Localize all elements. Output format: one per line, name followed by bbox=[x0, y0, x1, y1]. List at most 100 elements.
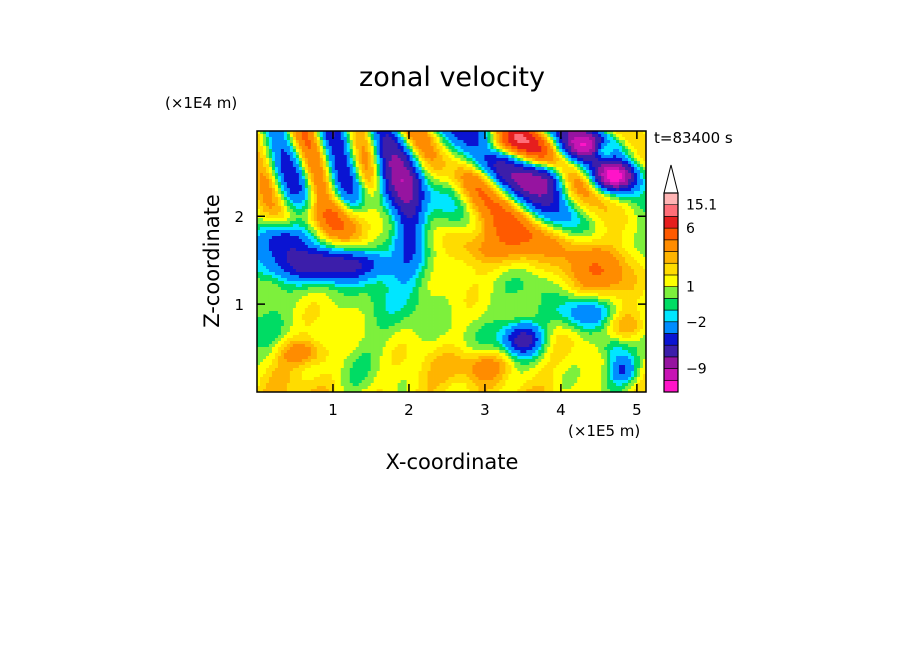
heatmap-cell bbox=[634, 167, 638, 171]
heatmap-cell bbox=[487, 149, 491, 153]
heatmap-cell bbox=[262, 194, 267, 198]
heatmap-cell bbox=[589, 146, 593, 150]
heatmap-cell bbox=[532, 200, 536, 204]
heatmap-cell bbox=[562, 206, 566, 210]
heatmap-cell bbox=[583, 146, 587, 150]
heatmap-cell bbox=[523, 170, 527, 174]
heatmap-cell bbox=[448, 179, 452, 183]
heatmap-cell bbox=[631, 188, 635, 192]
heatmap-cell bbox=[523, 143, 527, 147]
heatmap-cell bbox=[295, 179, 300, 183]
heatmap-cell bbox=[574, 143, 578, 147]
heatmap-cell bbox=[433, 152, 437, 156]
heatmap-cell bbox=[394, 170, 399, 174]
heatmap-cell bbox=[565, 161, 569, 165]
heatmap-cell bbox=[586, 194, 590, 198]
heatmap-cell bbox=[328, 194, 333, 198]
heatmap-cell bbox=[532, 152, 536, 156]
heatmap-cell bbox=[265, 236, 270, 240]
heatmap-cell bbox=[610, 185, 614, 189]
heatmap-cell bbox=[373, 221, 378, 225]
heatmap-cell bbox=[394, 188, 399, 192]
heatmap-cell bbox=[424, 158, 428, 162]
heatmap-cell bbox=[610, 191, 614, 195]
heatmap-cell bbox=[439, 185, 443, 189]
heatmap-cell bbox=[319, 185, 324, 189]
heatmap-cell bbox=[487, 230, 491, 234]
heatmap-cell bbox=[610, 239, 614, 243]
heatmap-cell bbox=[619, 161, 623, 165]
heatmap-cell bbox=[283, 182, 288, 186]
heatmap-cell bbox=[499, 230, 503, 234]
heatmap-cell bbox=[424, 221, 428, 225]
heatmap-cell bbox=[445, 170, 449, 174]
heatmap-cell bbox=[463, 173, 467, 177]
heatmap-cell bbox=[286, 143, 291, 147]
heatmap-cell bbox=[289, 164, 294, 168]
heatmap-cell bbox=[565, 137, 569, 141]
heatmap-cell bbox=[271, 218, 276, 222]
heatmap-cell bbox=[436, 176, 440, 180]
heatmap-cell bbox=[343, 203, 348, 207]
heatmap-cell bbox=[370, 221, 375, 225]
heatmap-cell bbox=[349, 182, 354, 186]
heatmap-cell bbox=[526, 152, 530, 156]
heatmap-cell bbox=[586, 206, 590, 210]
heatmap-cell bbox=[538, 164, 542, 168]
heatmap-cell bbox=[409, 152, 413, 156]
heatmap-cell bbox=[283, 218, 288, 222]
heatmap-cell bbox=[382, 227, 387, 231]
heatmap-cell bbox=[418, 155, 422, 159]
heatmap-cell bbox=[526, 185, 530, 189]
heatmap-cell bbox=[640, 203, 644, 207]
heatmap-cell bbox=[571, 239, 575, 243]
heatmap-cell bbox=[307, 218, 312, 222]
heatmap-cell bbox=[340, 179, 345, 183]
heatmap-cell bbox=[556, 242, 560, 246]
heatmap-cell bbox=[490, 227, 494, 231]
heatmap-cell bbox=[319, 224, 324, 228]
heatmap-cell bbox=[391, 209, 396, 213]
heatmap-cell bbox=[304, 158, 309, 162]
heatmap-cell bbox=[394, 191, 399, 195]
heatmap-cell bbox=[496, 158, 500, 162]
heatmap-cell bbox=[556, 167, 560, 171]
heatmap-cell bbox=[514, 134, 518, 138]
heatmap-cell bbox=[529, 182, 533, 186]
heatmap-cell bbox=[466, 137, 470, 141]
heatmap-cell bbox=[526, 134, 530, 138]
heatmap-cell bbox=[577, 134, 581, 138]
heatmap-cell bbox=[397, 203, 402, 207]
heatmap-cell bbox=[451, 212, 455, 216]
heatmap-cell bbox=[508, 188, 512, 192]
heatmap-cell bbox=[643, 152, 646, 156]
heatmap-cell bbox=[283, 212, 288, 216]
heatmap-cell bbox=[400, 191, 405, 195]
heatmap-cell bbox=[607, 167, 611, 171]
heatmap-cell bbox=[463, 230, 467, 234]
heatmap-cell bbox=[367, 236, 372, 240]
heatmap-cell bbox=[634, 221, 638, 225]
heatmap-cell bbox=[340, 203, 345, 207]
heatmap-cell bbox=[589, 140, 593, 144]
heatmap-cell bbox=[268, 206, 273, 210]
heatmap-cell bbox=[637, 158, 641, 162]
heatmap-cell bbox=[415, 185, 419, 189]
heatmap-cell bbox=[439, 218, 443, 222]
heatmap-cell bbox=[319, 239, 324, 243]
heatmap-cell bbox=[257, 167, 261, 171]
heatmap-cell bbox=[577, 158, 581, 162]
heatmap-cell bbox=[484, 206, 488, 210]
heatmap-cell bbox=[583, 137, 587, 141]
heatmap-cell bbox=[532, 161, 536, 165]
heatmap-cell bbox=[628, 242, 632, 246]
heatmap-cell bbox=[514, 233, 518, 237]
heatmap-cell bbox=[385, 194, 390, 198]
heatmap-cell bbox=[295, 134, 300, 138]
heatmap-cell bbox=[526, 188, 530, 192]
heatmap-cell bbox=[412, 158, 416, 162]
heatmap-cell bbox=[523, 140, 527, 144]
heatmap-cell bbox=[472, 200, 476, 204]
heatmap-cell bbox=[388, 233, 393, 237]
heatmap-cell bbox=[625, 134, 629, 138]
